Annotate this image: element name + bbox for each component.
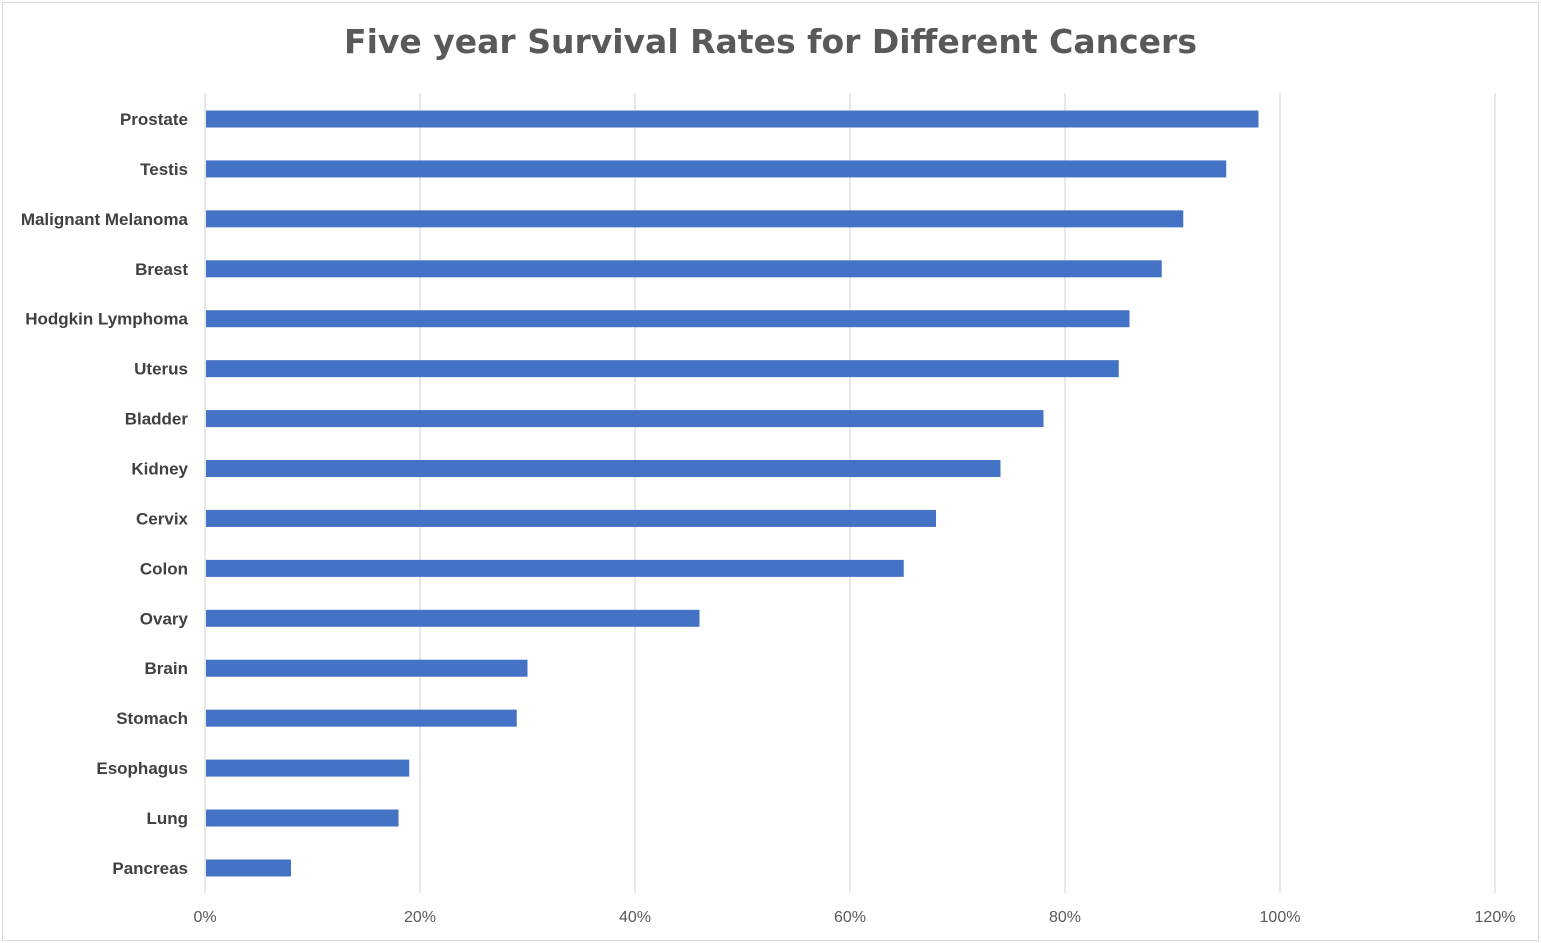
bar — [206, 110, 1259, 128]
bar — [206, 460, 1001, 478]
x-tick-label: 80% — [1049, 909, 1081, 926]
x-tick-label: 60% — [834, 909, 866, 926]
bar — [206, 809, 399, 827]
category-label: Malignant Melanoma — [21, 210, 189, 229]
category-label: Prostate — [120, 110, 188, 129]
category-label: Colon — [140, 559, 188, 578]
bar — [206, 360, 1119, 378]
category-label: Kidney — [131, 460, 188, 479]
x-tick-label: 120% — [1475, 909, 1516, 926]
chart-title: Five year Survival Rates for Different C… — [344, 22, 1197, 61]
x-tick-label: 100% — [1260, 909, 1301, 926]
bar — [206, 709, 517, 727]
category-label: Stomach — [116, 709, 188, 728]
bar — [206, 859, 291, 877]
x-tick-label: 40% — [619, 909, 651, 926]
bar — [206, 759, 410, 777]
category-label: Pancreas — [112, 859, 188, 878]
bar — [206, 410, 1044, 428]
category-label: Esophagus — [96, 759, 188, 778]
category-label: Uterus — [134, 360, 188, 379]
bar — [206, 310, 1130, 328]
bar — [206, 609, 700, 627]
x-tick-label: 0% — [193, 909, 216, 926]
bar — [206, 509, 936, 527]
x-tick-label: 20% — [404, 909, 436, 926]
category-label: Cervix — [136, 509, 189, 528]
bar — [206, 210, 1184, 228]
bar — [206, 260, 1162, 278]
category-label: Lung — [146, 809, 188, 828]
category-label: Breast — [135, 260, 188, 279]
bar — [206, 559, 904, 577]
bar — [206, 160, 1227, 178]
bar — [206, 659, 528, 677]
category-label: Ovary — [140, 609, 189, 628]
category-label: Brain — [145, 659, 188, 678]
category-label: Bladder — [125, 410, 189, 429]
category-label: Hodgkin Lymphoma — [25, 310, 188, 329]
category-label: Testis — [140, 160, 188, 179]
